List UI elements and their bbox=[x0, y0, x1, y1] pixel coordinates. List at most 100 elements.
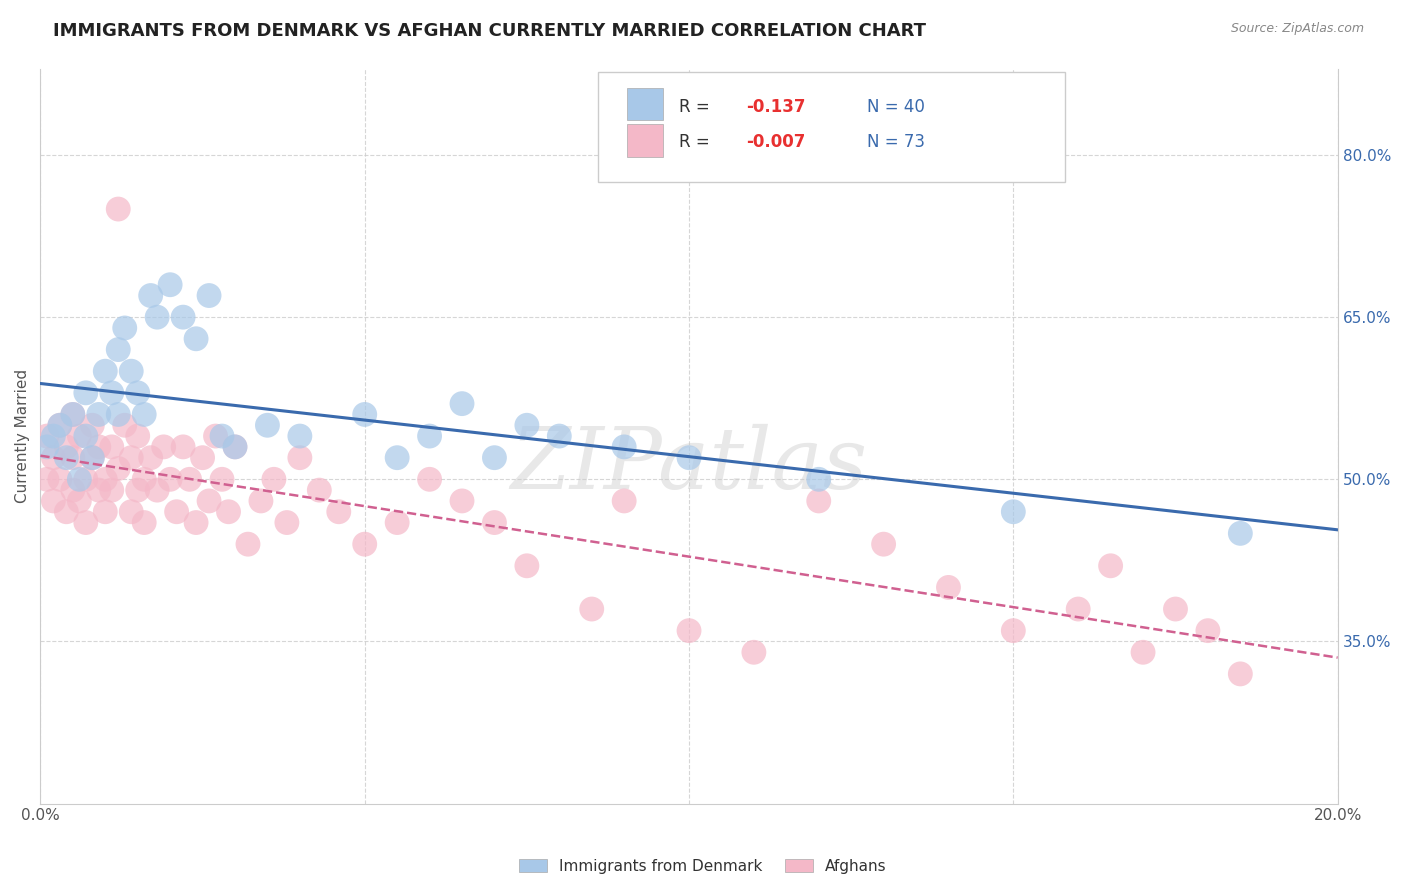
Text: N = 40: N = 40 bbox=[866, 98, 925, 116]
Point bbox=[385, 450, 408, 465]
Point bbox=[807, 494, 830, 508]
Point bbox=[139, 450, 162, 465]
Point bbox=[35, 440, 58, 454]
Point bbox=[613, 494, 636, 508]
Point bbox=[224, 440, 246, 454]
Point bbox=[353, 408, 375, 422]
Point bbox=[82, 418, 104, 433]
Point bbox=[139, 288, 162, 302]
Point bbox=[678, 450, 700, 465]
Point bbox=[159, 277, 181, 292]
Point bbox=[120, 505, 142, 519]
Point bbox=[451, 494, 474, 508]
Point bbox=[1099, 558, 1122, 573]
Point bbox=[159, 472, 181, 486]
Legend: Immigrants from Denmark, Afghans: Immigrants from Denmark, Afghans bbox=[513, 853, 893, 880]
Point bbox=[184, 332, 207, 346]
Point bbox=[451, 397, 474, 411]
Point bbox=[75, 516, 97, 530]
Point bbox=[152, 440, 174, 454]
Point bbox=[308, 483, 330, 497]
Point bbox=[55, 505, 77, 519]
Point bbox=[75, 429, 97, 443]
Point bbox=[484, 516, 506, 530]
Point bbox=[94, 364, 117, 378]
Point bbox=[581, 602, 603, 616]
Point bbox=[62, 483, 84, 497]
Point bbox=[35, 472, 58, 486]
Text: R =: R = bbox=[679, 98, 714, 116]
Point bbox=[1132, 645, 1154, 659]
Point bbox=[94, 472, 117, 486]
Point bbox=[100, 440, 122, 454]
Point bbox=[42, 494, 65, 508]
Point bbox=[49, 472, 72, 486]
Point bbox=[35, 429, 58, 443]
Point bbox=[211, 429, 233, 443]
Point bbox=[55, 450, 77, 465]
Point bbox=[516, 558, 538, 573]
Point bbox=[49, 418, 72, 433]
Point bbox=[198, 494, 221, 508]
Point bbox=[872, 537, 894, 551]
Point bbox=[62, 408, 84, 422]
Point bbox=[166, 505, 188, 519]
Point bbox=[1002, 505, 1025, 519]
Point bbox=[263, 472, 285, 486]
Point bbox=[613, 440, 636, 454]
Point bbox=[134, 408, 156, 422]
Point bbox=[353, 537, 375, 551]
Point bbox=[288, 450, 311, 465]
Point bbox=[67, 494, 90, 508]
Point bbox=[75, 385, 97, 400]
Text: R =: R = bbox=[679, 133, 714, 152]
Point bbox=[42, 429, 65, 443]
Point bbox=[107, 343, 129, 357]
Point bbox=[114, 321, 136, 335]
Point bbox=[62, 450, 84, 465]
Point bbox=[114, 418, 136, 433]
Point bbox=[211, 472, 233, 486]
Point bbox=[276, 516, 298, 530]
Point bbox=[120, 364, 142, 378]
Point bbox=[179, 472, 201, 486]
Point bbox=[204, 429, 226, 443]
Point bbox=[172, 310, 194, 325]
Bar bbox=[627, 124, 664, 157]
Point bbox=[100, 385, 122, 400]
Point bbox=[107, 461, 129, 475]
Point bbox=[127, 429, 149, 443]
Point bbox=[127, 483, 149, 497]
Text: -0.007: -0.007 bbox=[747, 133, 806, 152]
Point bbox=[742, 645, 765, 659]
Point bbox=[120, 450, 142, 465]
Point bbox=[218, 505, 240, 519]
Text: -0.137: -0.137 bbox=[747, 98, 806, 116]
Point bbox=[100, 483, 122, 497]
Point bbox=[191, 450, 214, 465]
Bar bbox=[627, 87, 664, 120]
Point bbox=[938, 581, 960, 595]
Point bbox=[134, 472, 156, 486]
Point bbox=[419, 472, 441, 486]
Point bbox=[172, 440, 194, 454]
Point bbox=[678, 624, 700, 638]
Point bbox=[82, 450, 104, 465]
Point bbox=[67, 472, 90, 486]
Point bbox=[49, 418, 72, 433]
Text: ZIPatlas: ZIPatlas bbox=[510, 424, 868, 507]
Point bbox=[328, 505, 350, 519]
Point bbox=[1067, 602, 1090, 616]
Point bbox=[288, 429, 311, 443]
Point bbox=[184, 516, 207, 530]
Point bbox=[94, 505, 117, 519]
Point bbox=[236, 537, 259, 551]
Point bbox=[146, 483, 169, 497]
Text: N = 73: N = 73 bbox=[866, 133, 925, 152]
Point bbox=[62, 408, 84, 422]
Point bbox=[127, 385, 149, 400]
Point bbox=[82, 450, 104, 465]
Point bbox=[484, 450, 506, 465]
Point bbox=[807, 472, 830, 486]
Point bbox=[107, 202, 129, 216]
